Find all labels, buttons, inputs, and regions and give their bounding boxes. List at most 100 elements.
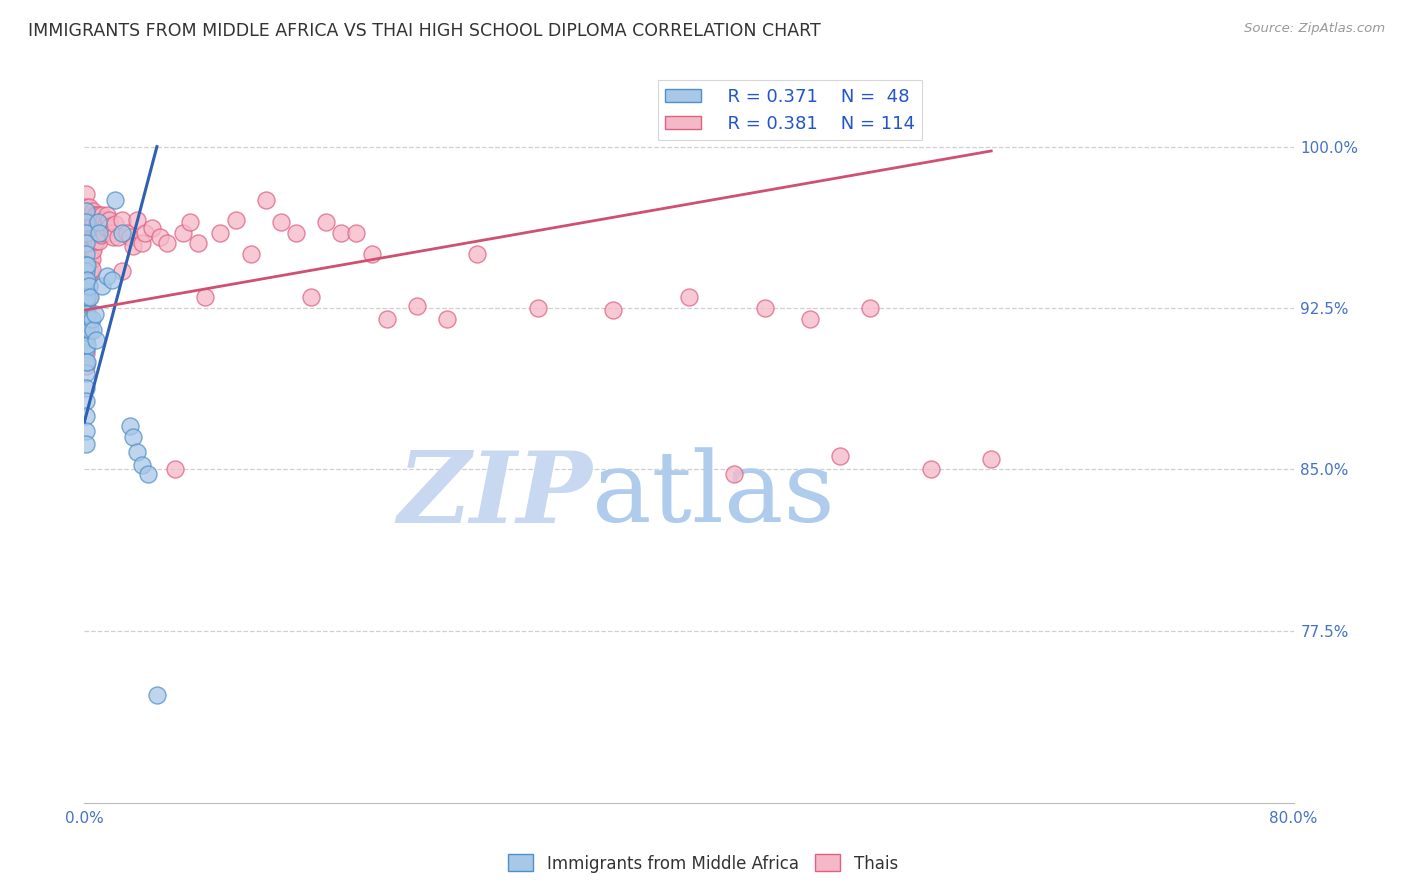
- Point: [75, 209, 97, 223]
- Point: [89, 235, 111, 249]
- Point: [602, 303, 624, 318]
- Point: [77, 236, 100, 251]
- Point: [82, 243, 104, 257]
- Point: [76, 258, 98, 272]
- Point: [75, 226, 97, 240]
- Point: [75, 311, 97, 326]
- Point: [80, 230, 103, 244]
- Point: [86, 333, 108, 347]
- Point: [194, 290, 217, 304]
- Point: [77, 212, 100, 227]
- Point: [107, 230, 129, 244]
- Point: [131, 458, 153, 472]
- Point: [89, 226, 111, 240]
- Point: [77, 200, 100, 214]
- Point: [79, 209, 101, 223]
- Point: [330, 226, 353, 240]
- Point: [299, 290, 322, 304]
- Legend:   R = 0.371    N =  48,   R = 0.381    N = 114: R = 0.371 N = 48, R = 0.381 N = 114: [658, 80, 922, 140]
- Point: [75, 219, 97, 234]
- Point: [527, 301, 550, 315]
- Point: [75, 204, 97, 219]
- Point: [77, 258, 100, 272]
- Point: [91, 221, 114, 235]
- Point: [270, 215, 292, 229]
- Point: [76, 268, 98, 283]
- Point: [79, 290, 101, 304]
- Point: [77, 279, 100, 293]
- Point: [75, 322, 97, 336]
- Point: [89, 221, 111, 235]
- Point: [76, 355, 98, 369]
- Point: [75, 299, 97, 313]
- Point: [76, 258, 98, 272]
- Point: [980, 451, 1002, 466]
- Point: [76, 314, 98, 328]
- Point: [75, 366, 97, 380]
- Point: [723, 467, 745, 481]
- Point: [98, 219, 121, 234]
- Point: [84, 221, 107, 235]
- Point: [75, 355, 97, 369]
- Text: ZIP: ZIP: [398, 448, 592, 544]
- Point: [94, 217, 117, 231]
- Point: [127, 445, 149, 459]
- Point: [76, 215, 98, 229]
- Point: [172, 226, 194, 240]
- Point: [97, 212, 120, 227]
- Point: [104, 217, 127, 231]
- Point: [82, 322, 104, 336]
- Point: [77, 247, 100, 261]
- Point: [239, 247, 262, 261]
- Point: [80, 219, 103, 234]
- Point: [75, 284, 97, 298]
- Point: [111, 212, 134, 227]
- Point: [346, 226, 368, 240]
- Point: [75, 294, 97, 309]
- Point: [75, 241, 97, 255]
- Point: [100, 226, 122, 240]
- Point: [91, 209, 114, 223]
- Point: [96, 209, 118, 223]
- Point: [285, 226, 308, 240]
- Point: [75, 264, 97, 278]
- Point: [76, 226, 98, 240]
- Point: [75, 342, 97, 356]
- Point: [254, 194, 277, 208]
- Point: [76, 204, 98, 219]
- Point: [115, 226, 138, 240]
- Point: [90, 215, 112, 229]
- Point: [87, 226, 110, 240]
- Point: [75, 346, 97, 360]
- Point: [80, 252, 103, 266]
- Point: [77, 311, 100, 326]
- Point: [76, 301, 98, 315]
- Point: [75, 200, 97, 214]
- Point: [75, 329, 97, 343]
- Point: [799, 311, 821, 326]
- Point: [79, 322, 101, 336]
- Point: [80, 262, 103, 277]
- Point: [79, 232, 101, 246]
- Point: [75, 236, 97, 251]
- Point: [146, 688, 169, 702]
- Point: [406, 299, 429, 313]
- Point: [111, 226, 134, 240]
- Point: [75, 275, 97, 289]
- Point: [82, 217, 104, 231]
- Point: [754, 301, 776, 315]
- Point: [118, 230, 141, 244]
- Point: [75, 424, 97, 438]
- Point: [920, 462, 942, 476]
- Point: [678, 290, 700, 304]
- Point: [75, 230, 97, 244]
- Point: [375, 311, 398, 326]
- Point: [75, 273, 97, 287]
- Point: [149, 230, 172, 244]
- Point: [156, 236, 179, 251]
- Point: [75, 288, 97, 302]
- Point: [86, 235, 108, 249]
- Point: [76, 337, 98, 351]
- Point: [79, 243, 101, 257]
- Point: [75, 247, 97, 261]
